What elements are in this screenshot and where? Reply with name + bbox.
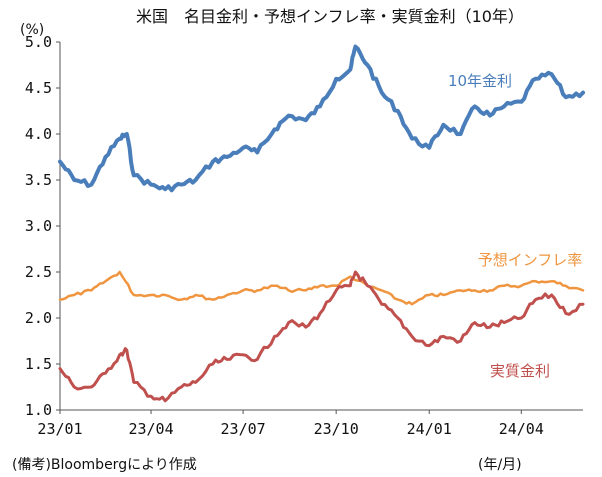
x-tick-labels: 23/01 23/04 23/07 23/10 24/01 24/04	[37, 410, 544, 438]
y-tick-label: 1.5	[25, 355, 52, 373]
series-lines	[58, 44, 585, 403]
x-tick-label: 23/01	[37, 420, 82, 438]
y-tick-label: 4.0	[25, 125, 52, 143]
y-tick-label: 3.0	[25, 217, 52, 235]
y-tick-labels: 1.0 1.5 2.0 2.5 3.0 3.5 4.0 4.5 5.0	[25, 33, 60, 419]
series-line-3	[58, 270, 585, 403]
series-label-3: 実質金利	[490, 362, 550, 380]
axes	[59, 42, 583, 411]
x-tick-label: 23/07	[221, 420, 266, 438]
y-tick-label: 2.5	[25, 263, 52, 281]
y-axis-unit: (%)	[20, 22, 44, 38]
series-line-2	[58, 270, 585, 306]
y-tick-label: 1.0	[25, 401, 52, 419]
series-line-1	[58, 44, 585, 193]
y-tick-label: 4.5	[25, 79, 52, 97]
source-note: (備考)Bloombergにより作成	[12, 457, 197, 473]
x-tick-label: 23/04	[128, 420, 173, 438]
x-tick-label: 24/01	[407, 420, 452, 438]
x-tick-label: 24/04	[499, 420, 544, 438]
series-label-2: 予想インフレ率	[478, 251, 583, 269]
chart-title: 米国 名目金利・予想インフレ率・実質金利（10年）	[136, 7, 524, 26]
y-tick-label: 2.0	[25, 309, 52, 327]
series-label-1: 10年金利	[448, 72, 512, 90]
y-tick-label: 5.0	[25, 33, 52, 51]
y-tick-label: 3.5	[25, 171, 52, 189]
x-tick-label: 23/10	[314, 420, 359, 438]
x-axis-unit: (年/月)	[478, 457, 522, 473]
